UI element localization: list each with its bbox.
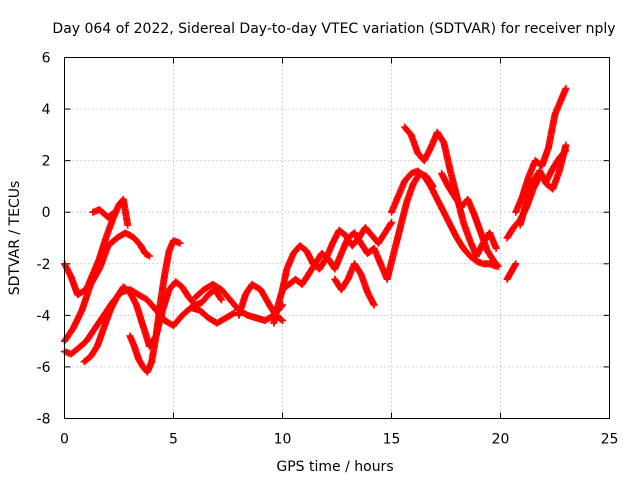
data-points (61, 84, 570, 376)
data-point-track-k (370, 301, 378, 309)
data-point-track-c (109, 209, 117, 217)
data-point-track-n (493, 261, 501, 269)
x-tick-label: 0 (60, 432, 69, 448)
data-point-track-d (229, 310, 237, 318)
chart-title: Day 064 of 2022, Sidereal Day-to-day VTE… (52, 21, 615, 37)
data-point-track-n (494, 262, 502, 270)
data-point-track-h (277, 315, 285, 323)
data-point-track-a (124, 221, 132, 229)
x-tick-label: 10 (274, 432, 292, 448)
data-point-track-q (562, 141, 570, 149)
data-point-track-c (111, 208, 119, 216)
y-tick-label: -8 (37, 412, 51, 428)
x-tick-label: 20 (492, 432, 510, 448)
x-tick-label: 15 (383, 432, 401, 448)
y-tick-label: 4 (42, 102, 51, 118)
y-tick-label: 6 (42, 51, 51, 67)
tick-labels: 0 5 10 15 20 25 -8 -6 -4 -2 0 2 4 6 (37, 51, 619, 448)
data-point-track-b (146, 252, 154, 260)
x-tick-label: 25 (601, 432, 619, 448)
data-point-track-i (387, 220, 395, 228)
y-tick-label: -6 (37, 360, 51, 376)
y-tick-label: 2 (42, 154, 51, 170)
y-tick-label: -4 (37, 308, 51, 324)
data-point-track-o (512, 260, 520, 268)
x-axis-label: GPS time / hours (276, 459, 393, 475)
data-point-track-e (217, 295, 225, 303)
data-point-track-b (144, 251, 152, 259)
data-point-track-i (388, 219, 395, 227)
y-tick-label: 0 (42, 205, 51, 221)
y-tick-label: -2 (37, 257, 51, 273)
y-axis-label: SDTVAR / TECUs (7, 181, 23, 296)
x-tick-label: 5 (169, 432, 178, 448)
data-point-track-e (217, 296, 225, 304)
data-point-track-r (562, 84, 570, 92)
data-point-track-m (492, 244, 500, 252)
plot-frame (64, 57, 610, 419)
data-point-track-h (279, 317, 286, 325)
data-point-track-f (176, 239, 184, 247)
